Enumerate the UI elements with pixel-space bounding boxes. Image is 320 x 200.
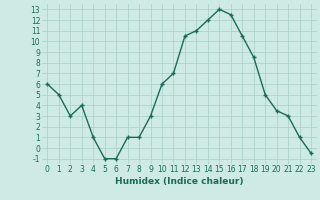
X-axis label: Humidex (Indice chaleur): Humidex (Indice chaleur) <box>115 177 244 186</box>
